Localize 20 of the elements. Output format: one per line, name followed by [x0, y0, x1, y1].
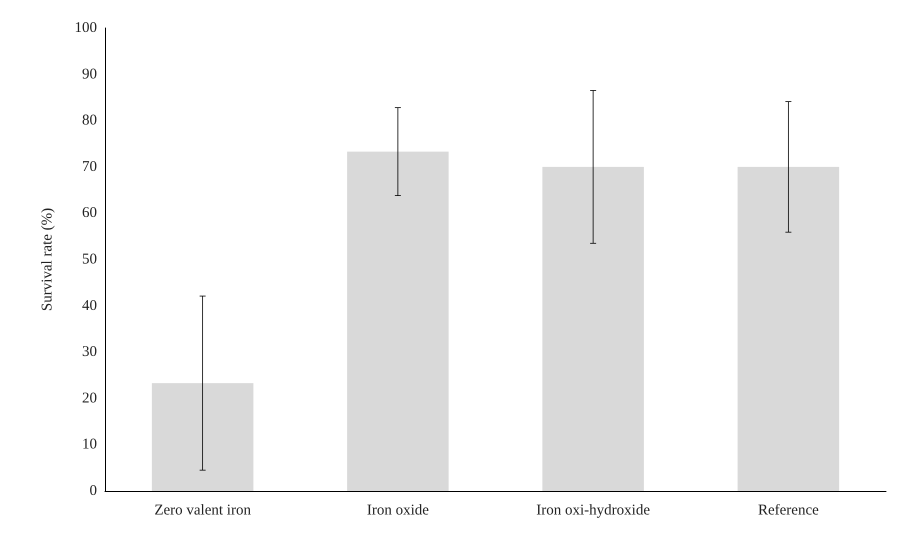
y-tick-label: 20 [82, 390, 97, 406]
bar [738, 166, 840, 491]
y-tick-label: 70 [82, 158, 97, 175]
y-tick-label: 50 [82, 252, 97, 268]
bar [542, 166, 644, 491]
y-tick-label: 80 [82, 112, 97, 129]
y-tick-label: 90 [82, 66, 97, 82]
x-tick-label: Zero valent iron [154, 502, 252, 518]
y-tick-label: 10 [82, 436, 97, 453]
y-tick-label: 0 [90, 483, 97, 499]
y-axis-title: Survival rate (%) [40, 208, 56, 312]
x-tick-label: Reference [758, 502, 820, 518]
y-tick-label: 40 [82, 298, 97, 314]
y-tick-label: 30 [82, 344, 97, 360]
bar [152, 383, 254, 491]
y-tick-label: 60 [82, 205, 97, 222]
bar [347, 152, 449, 491]
x-tick-label: Iron oxide [366, 502, 430, 518]
y-tick-label: 100 [74, 20, 97, 36]
x-tick-label: Iron oxi-hydroxide [536, 502, 650, 518]
